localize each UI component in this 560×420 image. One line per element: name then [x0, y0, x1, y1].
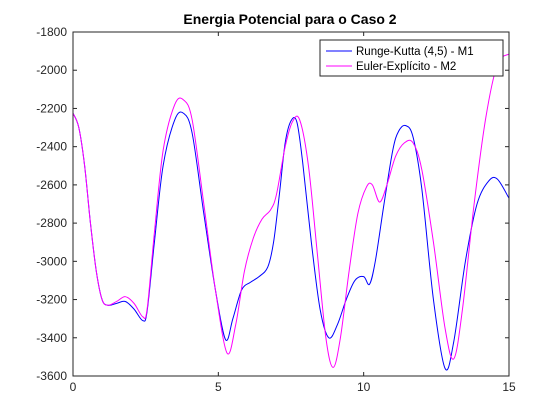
y-tick-label: -3400: [36, 331, 67, 345]
plot-frame: [72, 31, 510, 377]
x-tick-label: 0: [70, 380, 77, 394]
legend-label: Runge-Kutta (4,5) - M1: [356, 46, 474, 58]
legend: Runge-Kutta (4,5) - M1 Euler-Explícito - …: [319, 39, 504, 77]
legend-label: Euler-Explícito - M2: [356, 61, 456, 73]
plot-area: [73, 32, 509, 376]
y-tick-label: -2400: [36, 140, 67, 154]
y-tick-label: -3000: [36, 254, 67, 268]
y-tick-label: -3600: [36, 369, 67, 383]
x-tick-label: 15: [502, 380, 516, 394]
x-tick-label: 10: [357, 380, 371, 394]
axis-ticks: 0 5 10 15 -3600 -3400 -3200 -3000 -2800 -2600 -240…: [36, 25, 516, 394]
y-tick-label: -1800: [36, 25, 67, 39]
chart-title: Energia Potencial para o Caso 2: [183, 11, 396, 27]
series-line-euler: [73, 53, 509, 368]
y-tick-label: -2200: [36, 101, 67, 115]
y-tick-label: -2800: [36, 216, 67, 230]
series-layer: [73, 53, 509, 371]
y-tick-label: -2600: [36, 178, 67, 192]
y-tick-label: -3200: [36, 293, 67, 307]
y-tick-label: -2000: [36, 63, 67, 77]
x-tick-label: 5: [215, 380, 222, 394]
legend-box: [319, 39, 504, 77]
